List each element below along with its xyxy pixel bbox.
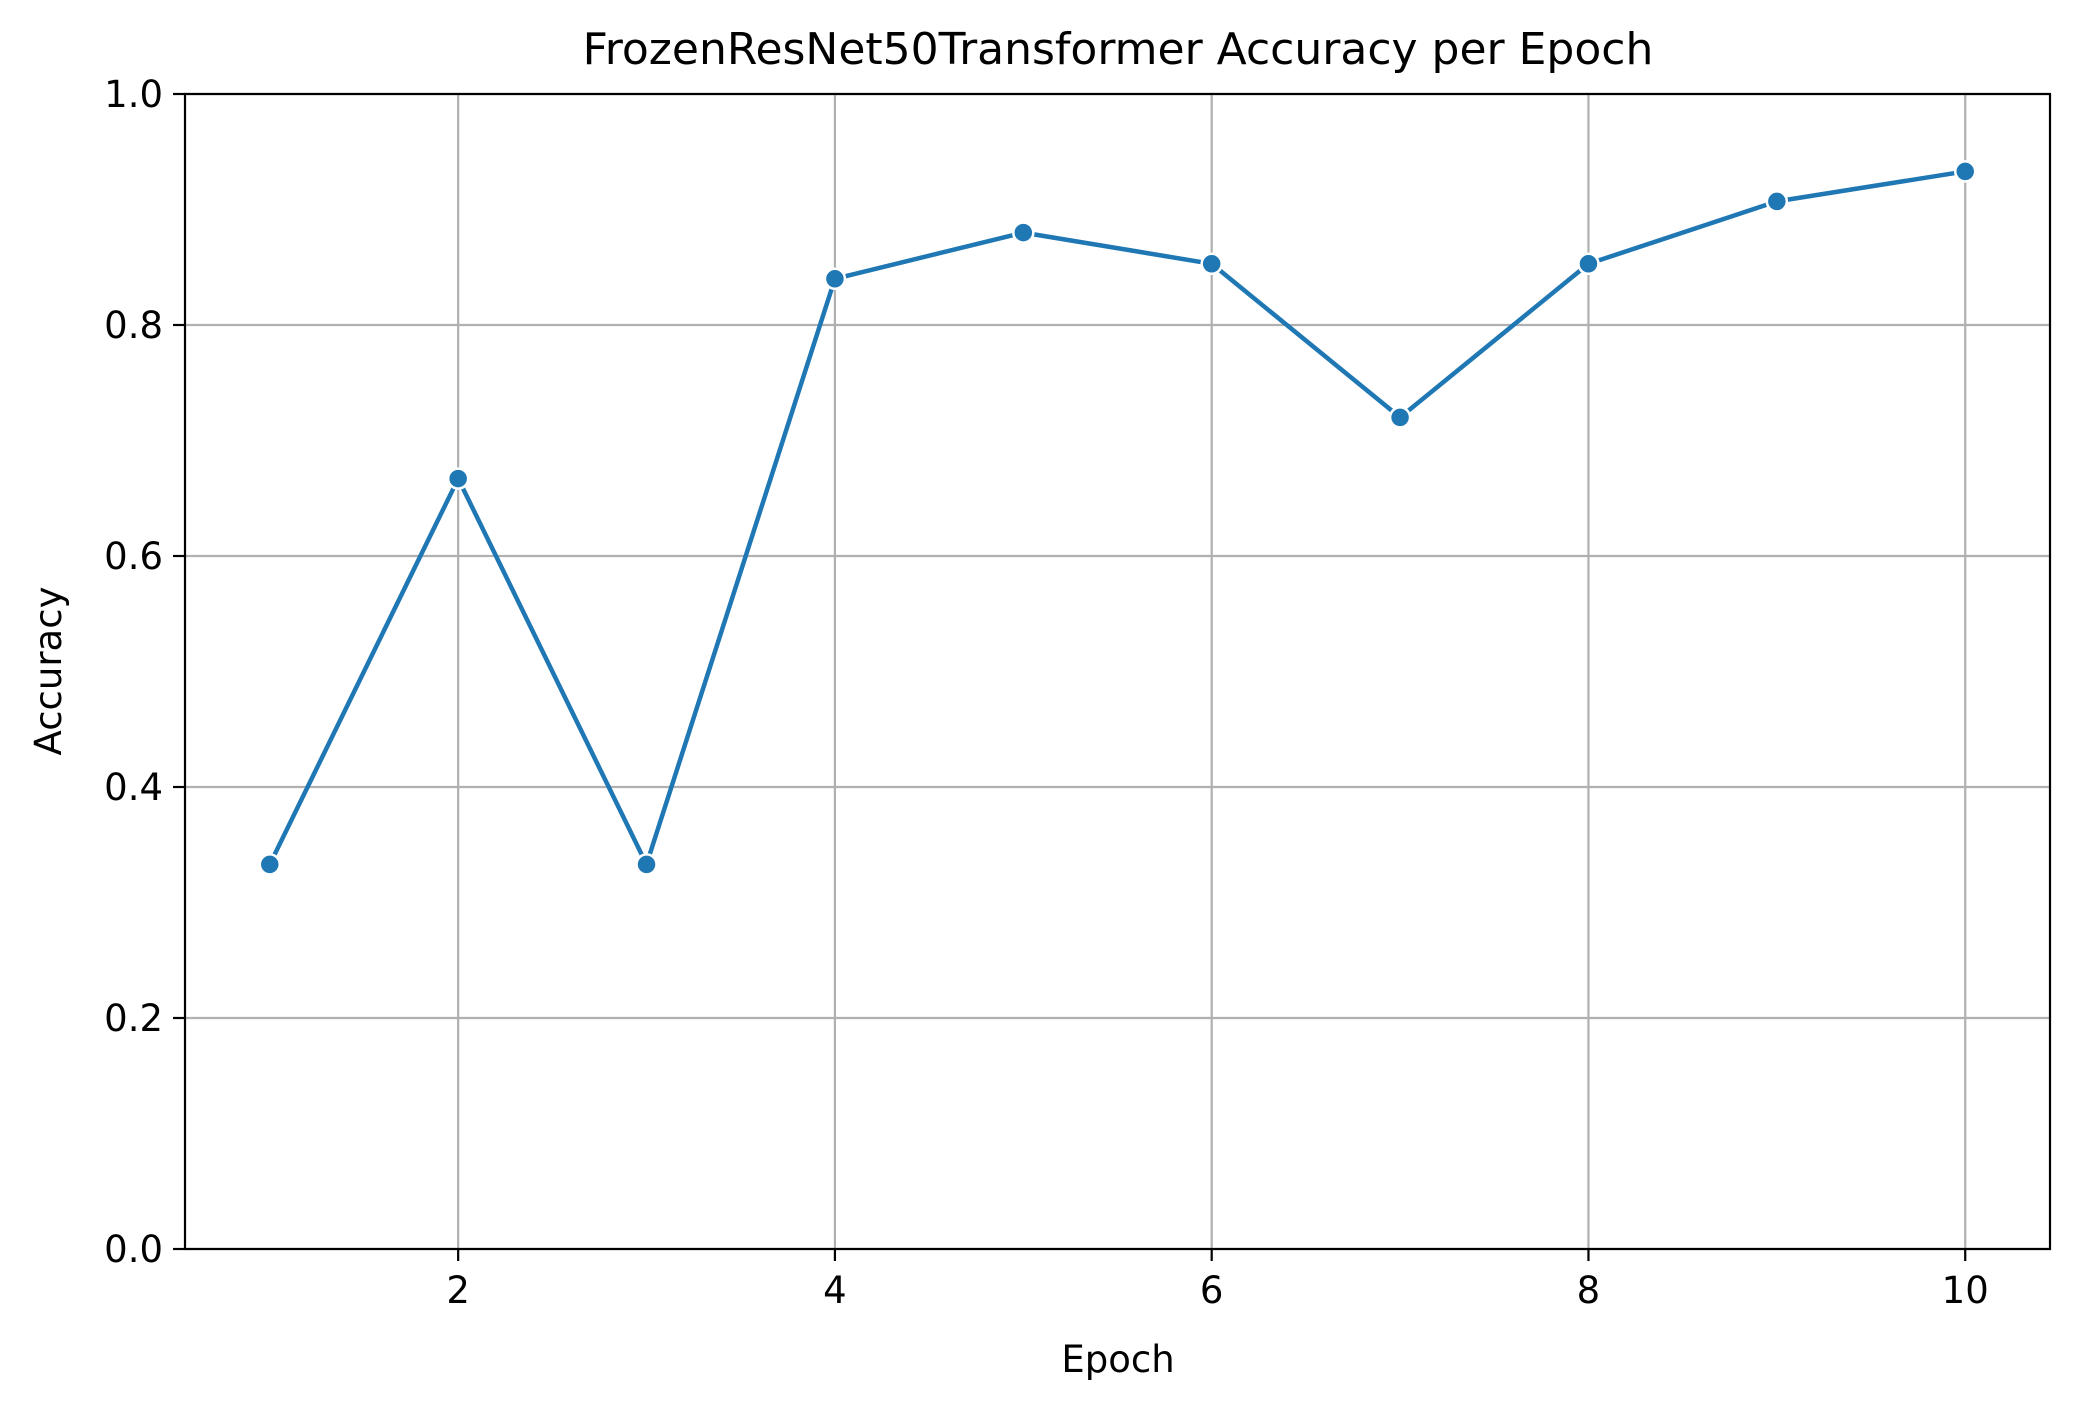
data-point <box>1388 406 1412 429</box>
y-tick-label: 0.4 <box>104 766 163 809</box>
x-tick-label: 10 <box>1942 1269 1989 1312</box>
data-point <box>446 467 470 490</box>
data-series <box>258 160 1977 876</box>
data-point <box>258 853 282 876</box>
data-point <box>1953 160 1977 183</box>
y-tick-label: 0.0 <box>104 1228 163 1271</box>
data-point <box>1577 252 1600 276</box>
data-point <box>823 267 847 291</box>
data-point <box>1765 190 1789 213</box>
x-tick-label: 2 <box>446 1269 470 1312</box>
y-tick-label: 0.8 <box>104 304 163 347</box>
y-tick-label: 1.0 <box>104 73 163 116</box>
plot-frame <box>183 92 2052 1251</box>
axis-ticks <box>173 92 1967 1261</box>
tick-labels: 2 4 6 8 10 0.0 0.2 0.4 0.6 0.8 1.0 <box>104 73 1989 1312</box>
chart-title: FrozenResNet50Transformer Accuracy per E… <box>583 24 1654 75</box>
data-point <box>1200 252 1223 276</box>
series-line <box>266 168 1968 868</box>
data-point <box>635 853 658 876</box>
y-axis-label: Accuracy <box>27 587 70 756</box>
data-point <box>1012 221 1035 244</box>
y-tick-label: 0.2 <box>104 997 163 1040</box>
x-tick-label: 6 <box>1200 1269 1224 1312</box>
x-tick-label: 8 <box>1577 1269 1601 1312</box>
x-axis-label: Epoch <box>1061 1338 1174 1381</box>
y-tick-label: 0.6 <box>104 535 163 578</box>
x-tick-label: 4 <box>823 1269 847 1312</box>
